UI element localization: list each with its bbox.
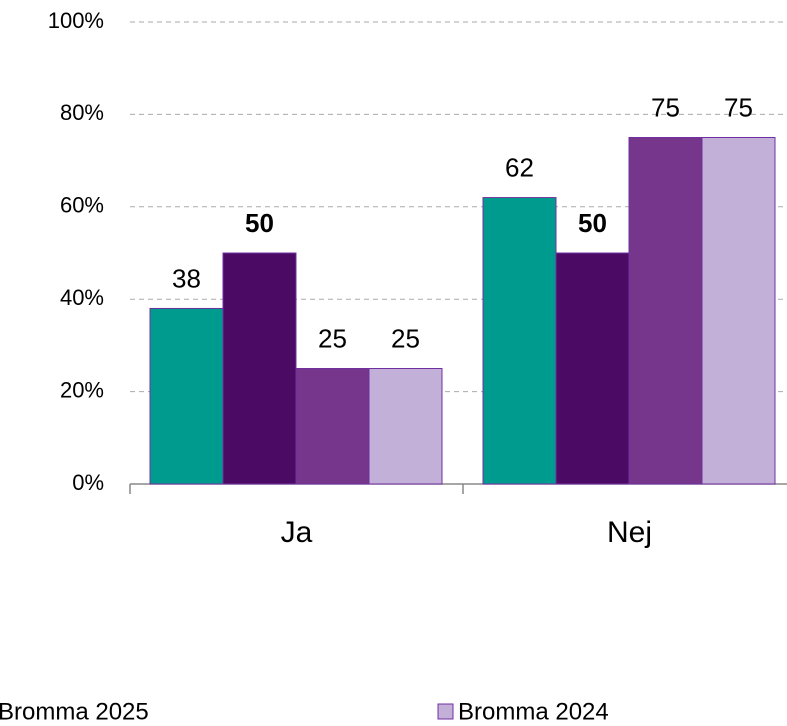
bar xyxy=(222,252,297,485)
y-tick-label: 60% xyxy=(60,193,104,218)
y-tick-label: 20% xyxy=(60,377,104,402)
legend-label: Bromma 2025 xyxy=(0,698,149,725)
bar xyxy=(149,307,224,485)
value-label: 50 xyxy=(245,208,274,238)
y-tick-label: 0% xyxy=(72,470,104,495)
value-label: 25 xyxy=(391,323,420,353)
value-label: 25 xyxy=(318,323,347,353)
y-tick-label: 100% xyxy=(48,8,104,33)
x-tick-label: Ja xyxy=(281,516,313,549)
y-tick-label: 40% xyxy=(60,285,104,310)
bar xyxy=(701,137,776,485)
bar xyxy=(482,197,557,485)
bar xyxy=(555,252,630,485)
bar xyxy=(628,137,703,485)
value-label: 38 xyxy=(172,263,201,293)
value-label: 75 xyxy=(651,92,680,122)
value-label: 62 xyxy=(505,152,534,182)
legend-marker xyxy=(437,703,454,720)
x-tick-label: Nej xyxy=(607,516,652,549)
bar xyxy=(368,368,443,485)
bar xyxy=(295,368,370,485)
value-label: 75 xyxy=(724,92,753,122)
value-label: 50 xyxy=(578,208,607,238)
legend-label: Bromma 2024 xyxy=(458,698,609,725)
y-tick-label: 80% xyxy=(60,100,104,125)
